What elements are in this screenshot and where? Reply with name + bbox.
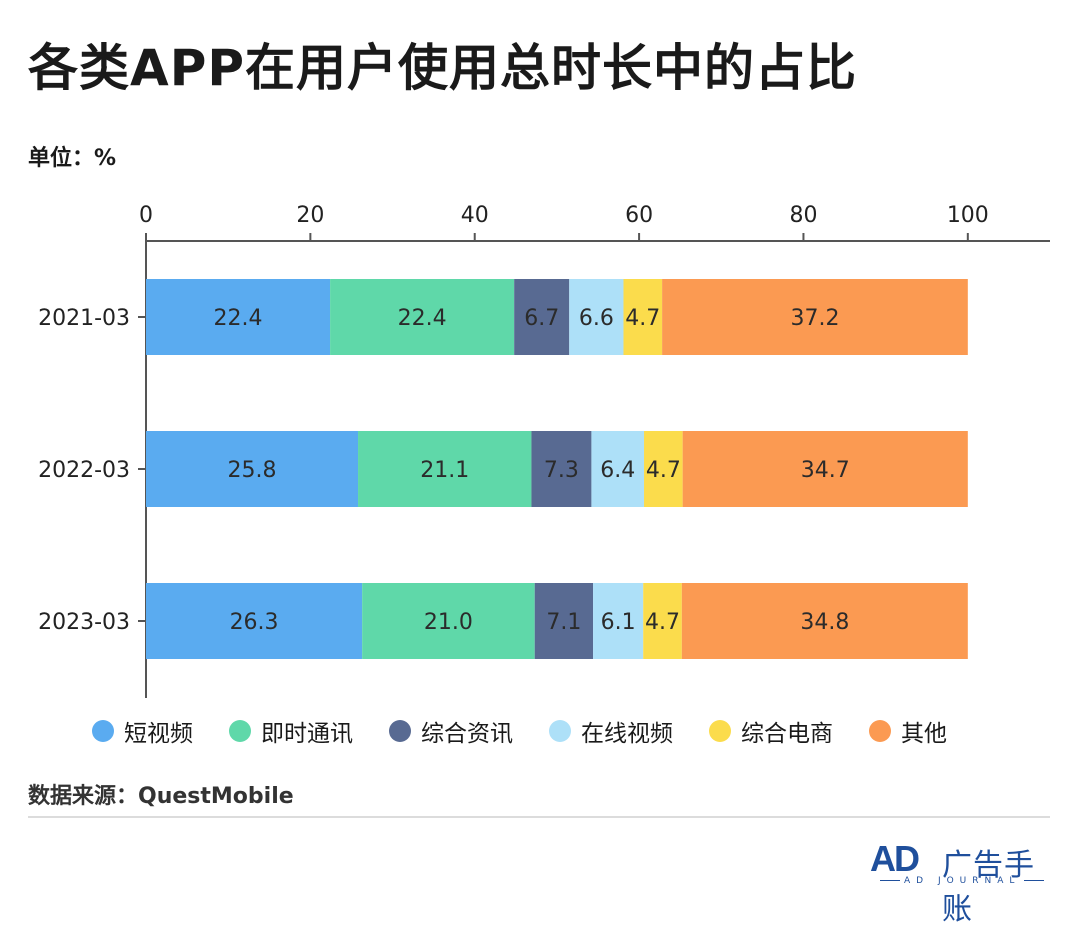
data-label-2022-03-综合电商: 4.7 xyxy=(646,458,681,483)
legend-item-综合资讯: 综合资讯 xyxy=(389,714,513,748)
bar-2022-03-在线视频 xyxy=(591,431,645,507)
bar-2022-03-即时通讯 xyxy=(358,431,532,507)
bar-2022-03-短视频 xyxy=(146,431,359,507)
bar-2021-03-综合电商 xyxy=(623,279,663,355)
bar-2023-03-综合电商 xyxy=(643,583,682,659)
brand-logo: AD 广告手账 AD JOURNAL xyxy=(870,838,1055,927)
data-label-2022-03-综合资讯: 7.3 xyxy=(544,458,579,483)
category-label-2023-03: 2023-03 xyxy=(38,610,130,635)
data-label-2023-03-在线视频: 6.1 xyxy=(601,610,636,635)
data-label-2021-03-综合资讯: 6.7 xyxy=(524,306,559,331)
legend-item-在线视频: 在线视频 xyxy=(549,714,673,748)
bar-2021-03-其他 xyxy=(662,279,968,355)
bar-2023-03-短视频 xyxy=(146,583,363,659)
data-label-2022-03-在线视频: 6.4 xyxy=(600,458,635,483)
x-tick-label-40: 40 xyxy=(461,203,489,228)
x-tick-label-0: 0 xyxy=(139,203,153,228)
x-tick-label-100: 100 xyxy=(947,203,989,228)
chart-title: 各类APP在用户使用总时长中的占比 xyxy=(28,39,857,97)
data-label-2023-03-短视频: 26.3 xyxy=(230,610,279,635)
bar-2021-03-在线视频 xyxy=(569,279,624,355)
data-label-2021-03-短视频: 22.4 xyxy=(214,306,263,331)
data-label-2021-03-即时通讯: 22.4 xyxy=(398,306,447,331)
legend-label: 综合电商 xyxy=(741,721,833,747)
data-label-2021-03-综合电商: 4.7 xyxy=(625,306,660,331)
legend-item-即时通讯: 即时通讯 xyxy=(229,714,353,748)
logo-subtitle: AD JOURNAL xyxy=(876,876,1048,886)
legend-label: 短视频 xyxy=(124,721,193,747)
bar-2023-03-在线视频 xyxy=(593,583,644,659)
data-label-2023-03-综合电商: 4.7 xyxy=(645,610,680,635)
legend-label: 其他 xyxy=(901,721,947,747)
data-label-2021-03-其他: 37.2 xyxy=(790,306,839,331)
bar-2022-03-其他 xyxy=(682,431,968,507)
bar-2023-03-其他 xyxy=(681,583,968,659)
bar-2021-03-即时通讯 xyxy=(330,279,515,355)
axis-layer: 0 20 40 60 80 100 2021-03 2022-03 2023-03 xyxy=(38,203,1050,698)
data-label-2022-03-即时通讯: 21.1 xyxy=(420,458,469,483)
legend: 短视频 即时通讯 综合资讯 在线视频 综合电商 其他 xyxy=(92,714,947,748)
bar-2022-03-综合资讯 xyxy=(531,431,592,507)
logo-mark: AD xyxy=(870,838,920,879)
legend-item-短视频: 短视频 xyxy=(92,714,193,748)
bar-2021-03-短视频 xyxy=(146,279,331,355)
legend-swatch xyxy=(389,720,411,742)
category-label-2021-03: 2021-03 xyxy=(38,306,130,331)
legend-item-综合电商: 综合电商 xyxy=(709,714,833,748)
x-tick-label-60: 60 xyxy=(625,203,653,228)
legend-swatch xyxy=(92,720,114,742)
bar-2023-03-即时通讯 xyxy=(362,583,535,659)
legend-swatch xyxy=(229,720,251,742)
source-note: 数据来源：QuestMobile xyxy=(28,784,294,809)
legend-swatch xyxy=(869,720,891,742)
legend-swatch xyxy=(709,720,731,742)
data-label-2022-03-其他: 34.7 xyxy=(801,458,850,483)
bar-2021-03-综合资讯 xyxy=(514,279,570,355)
x-tick-label-80: 80 xyxy=(789,203,817,228)
legend-label: 在线视频 xyxy=(581,721,673,747)
legend-swatch xyxy=(549,720,571,742)
data-label-2023-03-综合资讯: 7.1 xyxy=(546,610,581,635)
bars-layer: 22.4 22.4 6.7 6.6 4.7 37.2 25.8 21.1 7.3 6.4 4.7 34… xyxy=(146,279,968,659)
bar-2023-03-综合资讯 xyxy=(534,583,594,659)
legend-label: 综合资讯 xyxy=(421,721,513,747)
unit-label: 单位：% xyxy=(28,146,117,171)
data-label-2023-03-即时通讯: 21.0 xyxy=(424,610,473,635)
data-label-2021-03-在线视频: 6.6 xyxy=(579,306,614,331)
divider xyxy=(28,816,1050,818)
legend-label: 即时通讯 xyxy=(261,721,353,747)
x-tick-label-20: 20 xyxy=(296,203,324,228)
legend-item-其他: 其他 xyxy=(869,714,947,748)
data-label-2023-03-其他: 34.8 xyxy=(800,610,849,635)
category-label-2022-03: 2022-03 xyxy=(38,458,130,483)
bar-2022-03-综合电商 xyxy=(644,431,683,507)
data-label-2022-03-短视频: 25.8 xyxy=(228,458,277,483)
